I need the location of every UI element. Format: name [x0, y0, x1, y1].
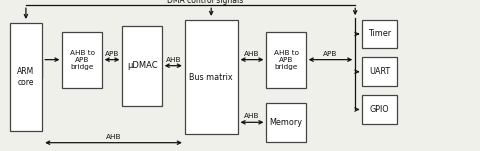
Text: ARM
core: ARM core — [17, 67, 35, 87]
Bar — [266, 103, 306, 142]
Text: GPIO: GPIO — [370, 105, 389, 114]
Text: AHB: AHB — [106, 134, 121, 140]
Text: AHB: AHB — [166, 57, 181, 63]
Text: AHB: AHB — [244, 113, 260, 119]
Text: AHB: AHB — [244, 51, 260, 57]
Text: Bus matrix: Bus matrix — [190, 72, 233, 82]
Text: AHB to
APB
bridge: AHB to APB bridge — [274, 50, 299, 70]
Text: APB: APB — [324, 51, 337, 57]
Bar — [362, 20, 397, 48]
Text: Timer: Timer — [368, 29, 391, 39]
Bar — [122, 26, 162, 106]
Bar — [362, 95, 397, 124]
Bar — [185, 20, 238, 134]
Bar — [266, 32, 306, 88]
Text: AHB to
APB
bridge: AHB to APB bridge — [70, 50, 95, 70]
Text: μDMAC: μDMAC — [127, 61, 157, 70]
Text: APB: APB — [105, 51, 119, 57]
Bar — [62, 32, 102, 88]
Text: DMA control signals: DMA control signals — [167, 0, 243, 5]
Bar — [362, 57, 397, 86]
Text: UART: UART — [369, 67, 390, 76]
Text: Memory: Memory — [270, 118, 302, 127]
Bar — [10, 23, 42, 131]
